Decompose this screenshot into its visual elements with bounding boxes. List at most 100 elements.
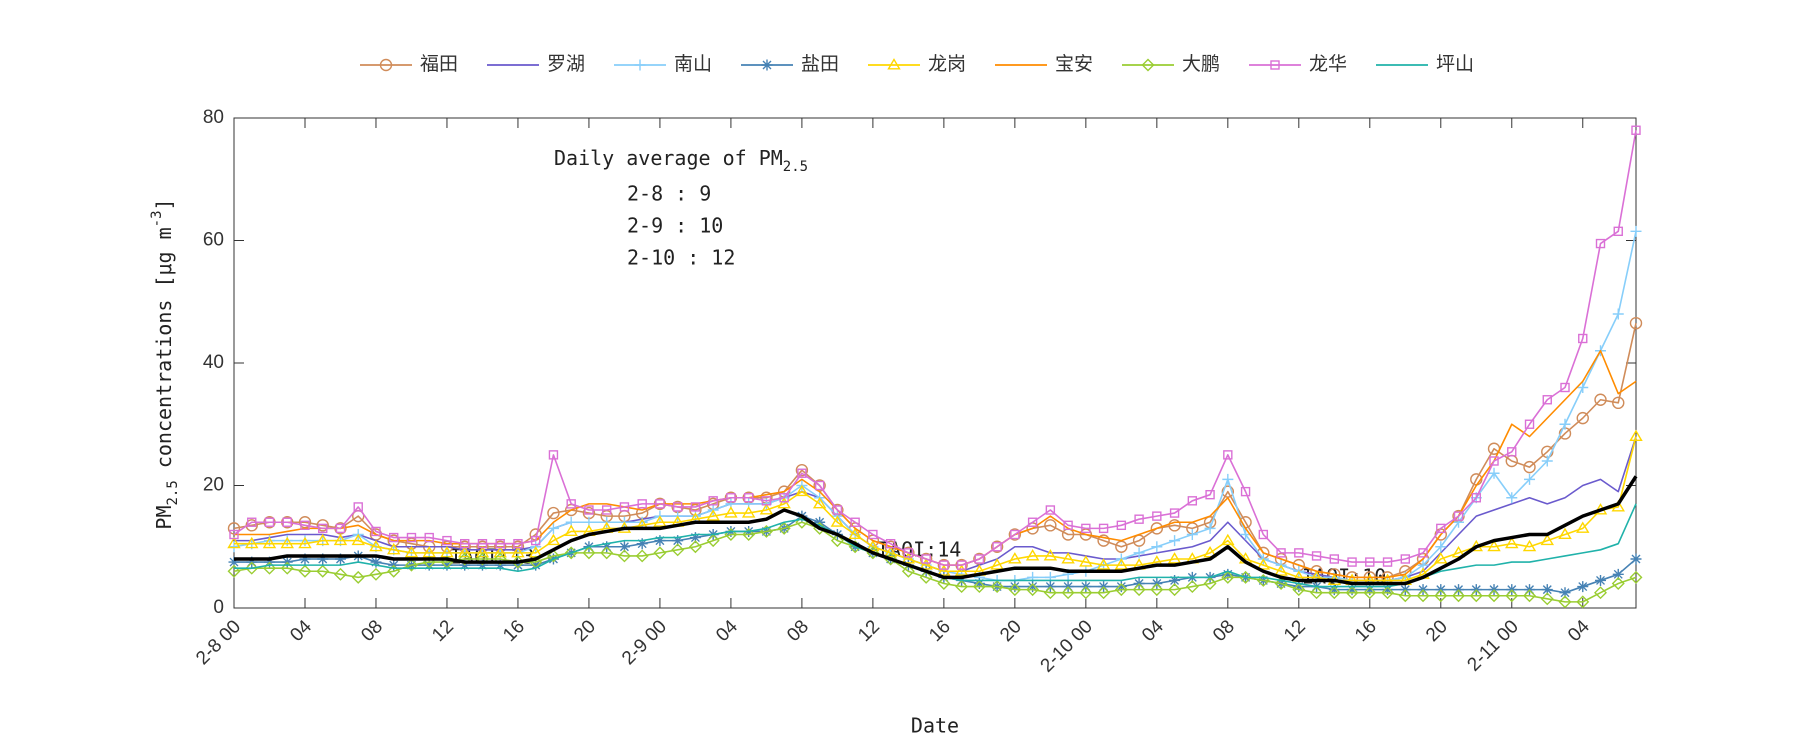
marker — [688, 540, 702, 554]
marker — [1222, 568, 1234, 580]
marker — [708, 496, 718, 506]
marker — [1577, 581, 1589, 593]
marker — [1222, 473, 1234, 485]
marker — [1434, 552, 1448, 564]
marker — [389, 532, 399, 543]
marker — [1524, 473, 1536, 485]
marker — [954, 564, 969, 576]
marker — [636, 538, 648, 550]
marker — [1506, 492, 1518, 504]
marker — [883, 545, 898, 558]
marker — [1381, 586, 1395, 600]
marker — [690, 502, 701, 512]
marker — [229, 529, 239, 540]
marker — [992, 542, 1002, 552]
marker — [1240, 486, 1251, 497]
marker — [1098, 523, 1109, 534]
marker — [1132, 583, 1146, 597]
marker — [689, 532, 701, 544]
marker — [1043, 549, 1058, 561]
marker — [741, 506, 756, 518]
marker — [1487, 589, 1501, 603]
marker — [1560, 382, 1570, 393]
marker — [1205, 489, 1215, 500]
y-tick-label: 80 — [203, 107, 224, 128]
marker — [726, 493, 736, 503]
marker — [955, 580, 969, 594]
marker — [1576, 411, 1589, 425]
legend-item: 福田 — [360, 53, 458, 75]
marker — [1398, 589, 1412, 603]
legend-item: 龙岗 — [868, 53, 966, 75]
marker — [564, 524, 578, 536]
marker — [317, 553, 329, 565]
marker — [1505, 589, 1519, 603]
marker — [1256, 558, 1271, 570]
marker — [318, 523, 328, 534]
marker — [1027, 517, 1038, 527]
marker — [1345, 586, 1359, 600]
marker — [761, 496, 772, 506]
daily-average: 2-8 : 9 — [627, 182, 711, 206]
marker — [423, 559, 435, 571]
marker — [406, 532, 417, 543]
marker — [990, 540, 1004, 553]
marker — [280, 536, 294, 549]
marker — [848, 527, 862, 540]
marker — [1079, 586, 1093, 600]
marker — [1436, 523, 1446, 534]
marker — [262, 536, 277, 549]
marker — [654, 535, 666, 547]
marker — [1471, 493, 1481, 503]
marker — [1576, 595, 1590, 609]
marker — [316, 533, 330, 546]
marker — [1311, 551, 1322, 561]
marker — [1347, 557, 1357, 567]
marker — [1063, 520, 1073, 531]
marker — [1203, 577, 1217, 590]
marker — [1540, 533, 1554, 546]
marker — [777, 496, 791, 509]
legend-label: 宝安 — [1055, 53, 1093, 75]
marker — [1577, 382, 1589, 393]
marker — [1469, 589, 1483, 603]
marker — [282, 517, 292, 527]
marker — [655, 499, 665, 509]
marker — [706, 534, 720, 548]
marker — [1488, 467, 1500, 479]
marker — [493, 552, 507, 566]
marker — [369, 539, 383, 552]
marker — [1010, 529, 1020, 540]
marker — [298, 564, 312, 578]
marker — [1258, 529, 1269, 540]
legend-label: 龙华 — [1309, 53, 1347, 75]
marker — [369, 567, 383, 581]
marker — [228, 556, 240, 568]
marker — [1168, 583, 1182, 597]
marker — [1541, 455, 1553, 467]
marker — [653, 546, 667, 560]
marker — [1203, 545, 1217, 558]
mean-line — [234, 475, 1638, 586]
marker — [972, 580, 986, 594]
marker — [1151, 541, 1163, 553]
marker — [247, 517, 257, 527]
marker — [724, 506, 738, 518]
marker — [1612, 308, 1624, 320]
marker — [601, 505, 612, 515]
daily-average: 2-10 : 12 — [627, 246, 735, 270]
marker — [1542, 395, 1552, 405]
marker — [901, 564, 915, 578]
y-axis-label-part: PM — [152, 505, 176, 529]
marker — [973, 578, 985, 589]
marker — [1416, 589, 1430, 603]
legend-item: 宝安 — [995, 53, 1093, 75]
marker — [333, 533, 348, 546]
marker — [475, 552, 489, 566]
marker — [457, 545, 472, 558]
marker — [1169, 508, 1180, 518]
y-tick-label: 20 — [203, 475, 224, 496]
marker — [316, 519, 329, 532]
marker — [547, 522, 559, 534]
